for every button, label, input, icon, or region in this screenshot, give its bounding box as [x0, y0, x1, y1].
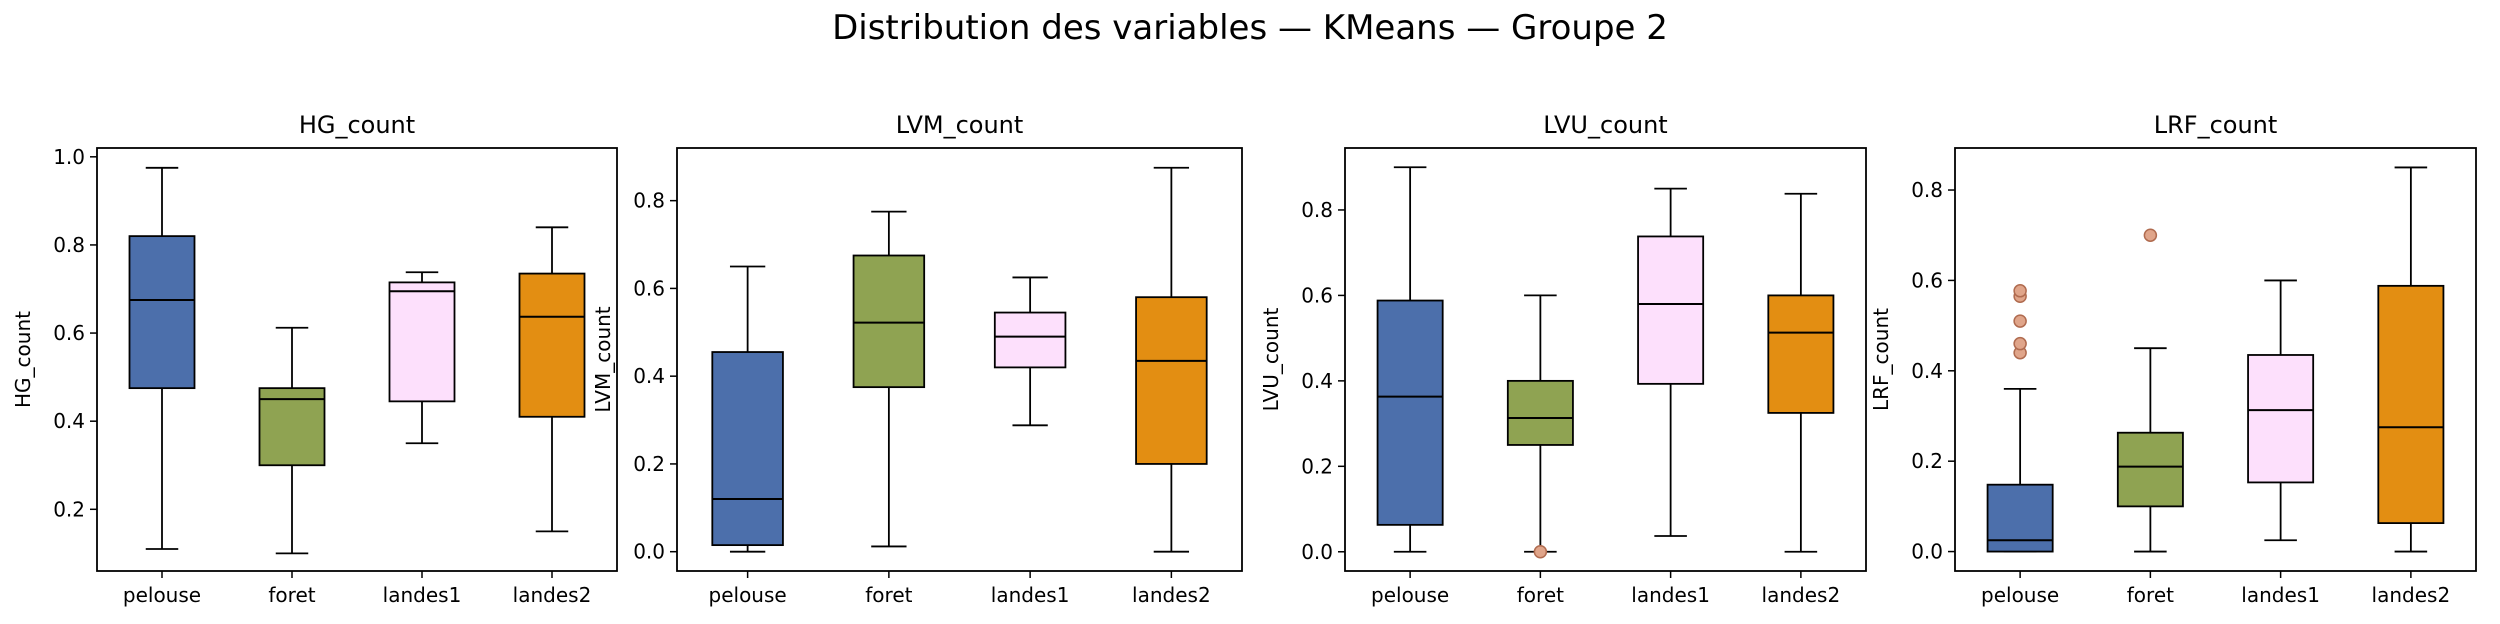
- chart-panel-3: LRF_count LRF_count 0.0 0.2 0.4 0.6 0.8 pelouse…: [1869, 111, 2477, 607]
- box-iqr: [993, 311, 1067, 369]
- box-pelouse: [128, 166, 196, 550]
- y-tick-label: 0.8: [1301, 198, 1333, 222]
- x-tick-label: pelouse: [123, 583, 201, 607]
- x-tick-label: landes1: [991, 583, 1070, 607]
- outlier-point: [2143, 228, 2158, 242]
- y-tick-label: 0.0: [1301, 540, 1333, 564]
- x-tick-label: landes1: [2241, 583, 2320, 607]
- chart-title: LVU_count: [1543, 111, 1667, 139]
- chart-panel-0: HG_count HG_count 0.2 0.4 0.6 0.8 1.0 pelouse fo…: [11, 111, 618, 607]
- plot-frame: [96, 147, 618, 572]
- plot-frame: [1954, 147, 2477, 572]
- x-tick-label: pelouse: [1981, 583, 2059, 607]
- box-iqr: [1376, 299, 1444, 526]
- y-tick-label: 0.4: [1301, 369, 1333, 393]
- y-axis-label: LVM_count: [591, 306, 615, 412]
- plot-frame: [1344, 147, 1867, 572]
- box-foret: [2116, 228, 2184, 553]
- y-tick-label: 0.8: [633, 189, 665, 213]
- box-landes2: [518, 226, 586, 533]
- plot-frame: [676, 147, 1243, 572]
- box-landes1: [2247, 279, 2315, 542]
- outlier-point: [2013, 336, 2027, 351]
- box-iqr: [258, 387, 326, 467]
- x-tick-label: foret: [1517, 583, 1564, 607]
- box-iqr: [518, 272, 586, 418]
- box-pelouse: [1986, 284, 2054, 553]
- outlier-point: [2013, 314, 2027, 328]
- chart-title: HG_count: [299, 111, 415, 139]
- x-tick-label: landes2: [513, 583, 592, 607]
- y-tick-label: 0.0: [633, 540, 665, 564]
- box-foret: [258, 326, 326, 555]
- x-tick-label: landes2: [2372, 583, 2451, 607]
- y-tick-label: 0.6: [53, 321, 85, 345]
- y-axis-label: LVU_count: [1259, 308, 1283, 412]
- chart-title: LRF_count: [2154, 111, 2278, 139]
- y-tick-label: 0.4: [1911, 359, 1943, 383]
- y-tick-label: 0.2: [633, 452, 665, 476]
- y-axis-label: LRF_count: [1869, 308, 1893, 411]
- box-iqr: [1767, 294, 1835, 414]
- box-iqr: [2377, 284, 2445, 524]
- box-landes1: [388, 271, 456, 445]
- box-iqr: [2247, 354, 2315, 484]
- box-landes1: [993, 276, 1067, 427]
- box-landes2: [1135, 166, 1208, 553]
- box-iqr: [388, 281, 456, 403]
- chart-title: LVM_count: [896, 111, 1024, 139]
- x-tick-label: pelouse: [709, 583, 787, 607]
- y-axis-label: HG_count: [11, 311, 35, 408]
- box-landes2: [2377, 166, 2445, 553]
- box-landes1: [1637, 187, 1705, 537]
- box-iqr: [711, 351, 784, 547]
- chart-panel-2: LVU_count LVU_count 0.0 0.2 0.4 0.6 0.8 pelouse…: [1259, 111, 1867, 607]
- x-tick-label: pelouse: [1371, 583, 1449, 607]
- y-tick-label: 0.8: [1911, 178, 1943, 202]
- y-tick-label: 0.6: [1301, 283, 1333, 307]
- x-tick-label: foret: [2127, 583, 2174, 607]
- box-pelouse: [1376, 166, 1444, 553]
- y-tick-label: 0.2: [1301, 454, 1333, 478]
- figure-title: Distribution des variables — KMeans — Gr…: [832, 8, 1668, 48]
- box-iqr: [1135, 296, 1208, 465]
- chart-panel-1: LVM_count LVM_count 0.0 0.2 0.4 0.6 0.8 pelouse…: [591, 111, 1243, 607]
- outlier-point: [2013, 284, 2027, 298]
- y-tick-label: 0.4: [53, 409, 85, 433]
- box-iqr: [1506, 379, 1574, 446]
- outlier-point: [1533, 545, 1548, 559]
- x-tick-label: landes2: [1762, 583, 1841, 607]
- x-tick-label: foret: [268, 583, 315, 607]
- box-iqr: [1986, 483, 2054, 553]
- x-tick-label: foret: [865, 583, 912, 607]
- box-iqr: [128, 235, 196, 390]
- y-tick-label: 0.6: [1911, 268, 1943, 292]
- y-tick-label: 0.4: [633, 364, 665, 388]
- y-tick-label: 0.6: [633, 276, 665, 300]
- y-tick-label: 0.2: [53, 497, 85, 521]
- y-tick-label: 1.0: [53, 145, 85, 169]
- x-tick-label: landes2: [1132, 583, 1211, 607]
- box-foret: [1506, 294, 1574, 559]
- box-iqr: [2116, 431, 2184, 508]
- y-tick-label: 0.2: [1911, 449, 1943, 473]
- x-tick-label: landes1: [383, 583, 462, 607]
- box-iqr: [852, 254, 926, 389]
- box-landes2: [1767, 192, 1835, 553]
- y-tick-label: 0.0: [1911, 540, 1943, 564]
- x-tick-label: landes1: [1631, 583, 1710, 607]
- box-iqr: [1637, 235, 1705, 385]
- y-tick-label: 0.8: [53, 233, 85, 257]
- box-foret: [852, 210, 926, 548]
- box-pelouse: [711, 265, 784, 553]
